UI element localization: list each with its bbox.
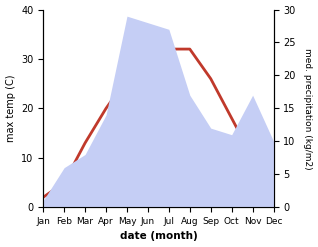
Y-axis label: max temp (C): max temp (C) — [5, 75, 16, 142]
X-axis label: date (month): date (month) — [120, 231, 197, 242]
Y-axis label: med. precipitation (kg/m2): med. precipitation (kg/m2) — [303, 48, 313, 169]
